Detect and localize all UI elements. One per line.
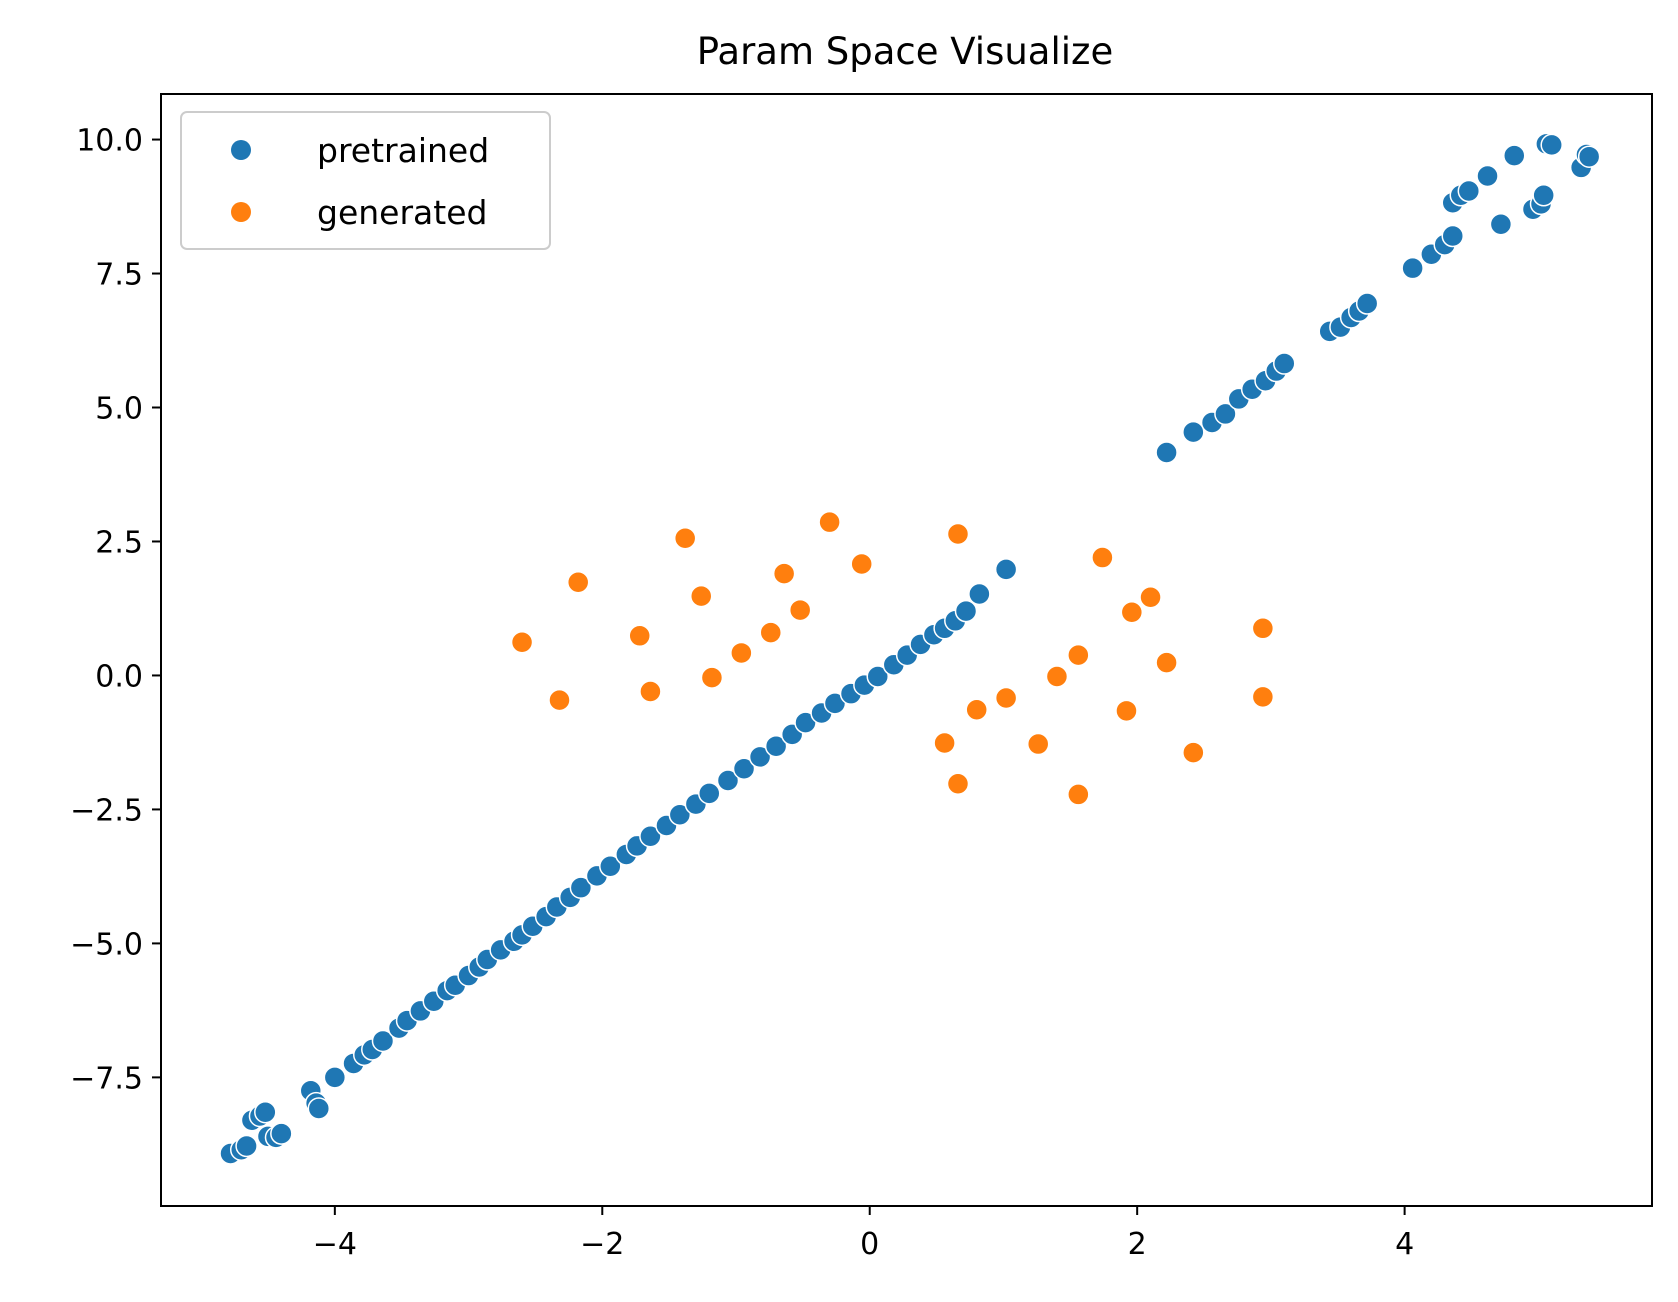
chart-title: Param Space Visualize [697, 30, 1113, 73]
x-tick-label: 4 [1395, 1227, 1414, 1262]
legend-marker-pretrained [231, 140, 251, 160]
generated-point [1045, 665, 1069, 688]
pretrained-point [716, 769, 740, 792]
y-tick-label: −2.5 [70, 793, 143, 828]
pretrained-point [323, 1066, 347, 1089]
y-tick-label: 0.0 [95, 659, 143, 694]
generated-point [689, 584, 713, 608]
generated-point [759, 621, 783, 644]
pretrained-point [1441, 224, 1465, 248]
pretrained-point [1540, 133, 1563, 157]
legend-box [180, 111, 551, 250]
pretrained-point [698, 782, 721, 805]
generated-point [1067, 783, 1090, 806]
legend-label-generated: generated [317, 193, 487, 232]
plot-frame [160, 93, 1653, 1207]
y-tick-label: 5.0 [95, 392, 143, 427]
pretrained-point [1273, 352, 1296, 375]
pretrained-point [1355, 292, 1379, 315]
generated-point [946, 522, 970, 546]
generated-point [730, 641, 753, 665]
generated-point [1120, 600, 1144, 624]
generated-point [1251, 685, 1275, 709]
generated-point [510, 630, 534, 654]
generated-point [628, 624, 651, 648]
y-tick-label: −5.0 [70, 927, 143, 962]
generated-point [639, 680, 662, 703]
y-tick-label: −7.5 [70, 1061, 143, 1096]
pretrained-point [639, 824, 662, 848]
data-points [219, 132, 1601, 1165]
pretrained-point [254, 1100, 277, 1124]
pretrained-point [1457, 179, 1481, 203]
generated-point [1182, 741, 1205, 764]
generated-point [673, 527, 697, 550]
pretrained-point [235, 1134, 258, 1158]
pretrained-point [1155, 441, 1178, 464]
generated-point [946, 772, 970, 795]
pretrained-point [748, 745, 772, 769]
pretrained-point [371, 1029, 395, 1053]
series-generated [510, 510, 1275, 806]
legend-marker-generated [231, 202, 251, 222]
pretrained-point [1214, 402, 1237, 426]
generated-point [1091, 546, 1114, 569]
generated-point [818, 510, 841, 534]
generated-point [850, 552, 873, 576]
pretrained-point [866, 665, 889, 688]
x-tick-label: −4 [313, 1227, 357, 1262]
y-tick-label: 2.5 [95, 525, 143, 560]
generated-point [566, 570, 590, 594]
legend: pretrained generated [180, 111, 551, 250]
generated-point [1251, 617, 1275, 640]
y-axis-ticks: −7.5 −5.0 −2.5 0.0 2.5 5.0 7.5 10.0 [70, 124, 161, 1096]
generated-point [788, 598, 812, 622]
pretrained-point [954, 599, 978, 623]
generated-point [1115, 699, 1138, 723]
pretrained-point [1476, 164, 1499, 188]
generated-point [1026, 732, 1050, 756]
pretrained-point [307, 1097, 331, 1120]
x-tick-label: −2 [580, 1227, 624, 1262]
pretrained-point [968, 582, 991, 606]
pretrained-point [994, 558, 1018, 581]
pretrained-point [1401, 256, 1424, 280]
pretrained-point [1489, 212, 1513, 236]
pretrained-point [668, 803, 692, 827]
pretrained-point [1532, 184, 1555, 207]
generated-point [1067, 643, 1090, 667]
y-tick-label: 7.5 [95, 258, 143, 293]
generated-point [994, 686, 1018, 710]
generated-point [933, 731, 956, 755]
generated-point [1139, 585, 1162, 609]
x-axis-ticks: −4 −2 0 2 4 [313, 1206, 1414, 1262]
generated-point [965, 698, 988, 722]
pretrained-point [569, 876, 593, 899]
pretrained-point [1503, 144, 1526, 167]
legend-label-pretrained: pretrained [317, 131, 489, 170]
pretrained-point [1577, 145, 1601, 168]
x-tick-label: 2 [1128, 1227, 1147, 1262]
pretrained-point [599, 854, 622, 878]
generated-point [700, 666, 724, 689]
generated-point [548, 688, 571, 712]
series-pretrained [219, 132, 1601, 1165]
x-tick-label: 0 [860, 1227, 879, 1262]
pretrained-point [732, 757, 756, 780]
generated-point [1155, 651, 1178, 674]
generated-point [772, 562, 796, 585]
pretrained-point [270, 1122, 293, 1145]
pretrained-point [764, 734, 788, 758]
y-tick-label: 10.0 [76, 124, 143, 159]
pretrained-point [1182, 420, 1205, 444]
